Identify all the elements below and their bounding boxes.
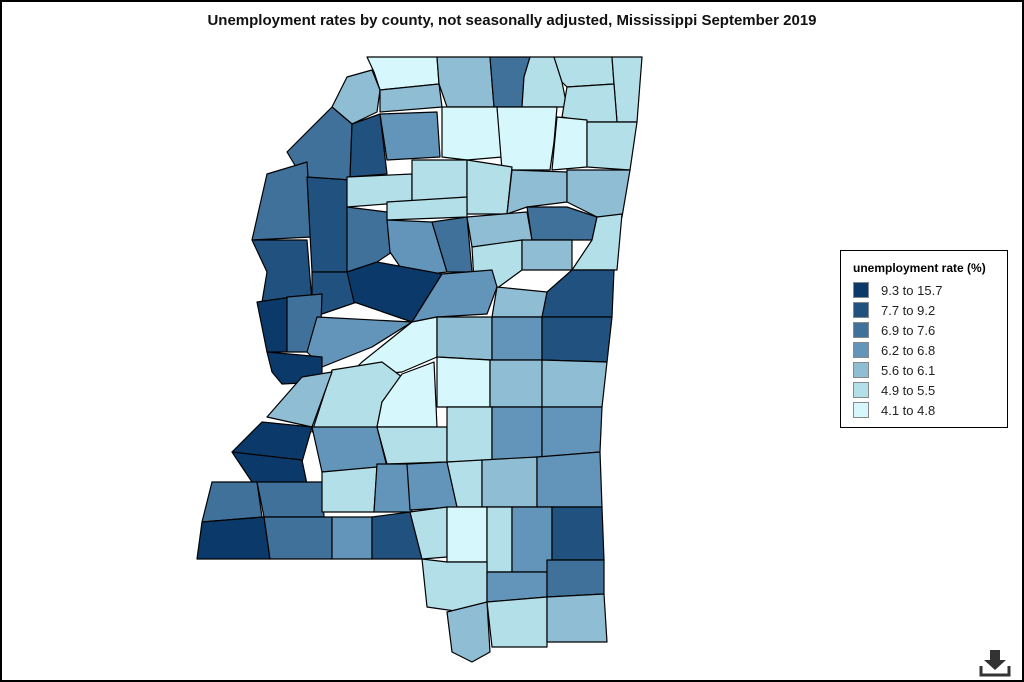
county (551, 116, 588, 171)
county (436, 56, 495, 108)
county (321, 466, 378, 513)
legend-swatch (853, 322, 869, 338)
county (466, 159, 513, 215)
county (486, 596, 548, 648)
county (511, 506, 553, 573)
download-button[interactable] (978, 648, 1012, 678)
county (379, 111, 441, 161)
county (251, 239, 313, 303)
county (196, 516, 271, 560)
legend-swatch (853, 302, 869, 318)
county (446, 406, 493, 463)
legend-label: 7.7 to 9.2 (881, 302, 936, 318)
legend-item: 9.3 to 15.7 (853, 280, 1007, 300)
county (541, 316, 613, 363)
county (481, 456, 538, 508)
county (491, 286, 548, 318)
legend: unemployment rate (%) 9.3 to 15.7 7.7 to … (840, 250, 1008, 428)
county (441, 106, 503, 161)
legend-label: 5.6 to 6.1 (881, 362, 936, 378)
county (521, 239, 573, 271)
legend-swatch (853, 282, 869, 298)
county (446, 506, 488, 563)
county (311, 426, 388, 473)
legend-swatch (853, 402, 869, 418)
county (331, 516, 373, 560)
county (491, 406, 543, 461)
county (436, 316, 493, 361)
county (546, 593, 608, 643)
county (486, 506, 513, 573)
county (256, 481, 325, 518)
county (541, 406, 603, 458)
county (536, 451, 603, 508)
legend-swatch (853, 342, 869, 358)
county (546, 559, 605, 598)
legend-item: 4.9 to 5.5 (853, 380, 1007, 400)
legend-title: unemployment rate (%) (853, 261, 986, 275)
county (553, 56, 615, 88)
county (251, 161, 313, 241)
legend-item: 6.2 to 6.8 (853, 340, 1007, 360)
map-title: Unemployment rates by county, not season… (207, 12, 817, 29)
legend-item: 4.1 to 4.8 (853, 400, 1007, 420)
county (506, 169, 568, 215)
legend-item: 6.9 to 7.6 (853, 320, 1007, 340)
legend-swatch (853, 362, 869, 378)
county (373, 463, 413, 513)
county (349, 113, 388, 178)
county (201, 481, 263, 523)
legend-swatch (853, 382, 869, 398)
county (491, 316, 543, 361)
county (306, 316, 413, 368)
county (446, 601, 491, 663)
county (551, 506, 605, 561)
county (376, 426, 448, 465)
county (346, 206, 393, 273)
county (306, 176, 351, 273)
legend-items: 9.3 to 15.7 7.7 to 9.2 6.9 to 7.6 6.2 to 6.… (853, 280, 1007, 420)
county (411, 159, 468, 203)
county (489, 359, 543, 408)
legend-label: 6.2 to 6.8 (881, 342, 936, 358)
county (436, 356, 491, 408)
legend-item: 5.6 to 6.1 (853, 360, 1007, 380)
legend-label: 6.9 to 7.6 (881, 322, 936, 338)
county (496, 106, 558, 171)
county (541, 269, 615, 318)
legend-item: 7.7 to 9.2 (853, 300, 1007, 320)
legend-label: 4.9 to 5.5 (881, 382, 936, 398)
county (541, 359, 608, 408)
county (586, 121, 638, 171)
legend-label: 4.1 to 4.8 (881, 402, 936, 418)
county (561, 83, 618, 123)
legend-label: 9.3 to 15.7 (881, 282, 943, 298)
county (263, 516, 333, 560)
